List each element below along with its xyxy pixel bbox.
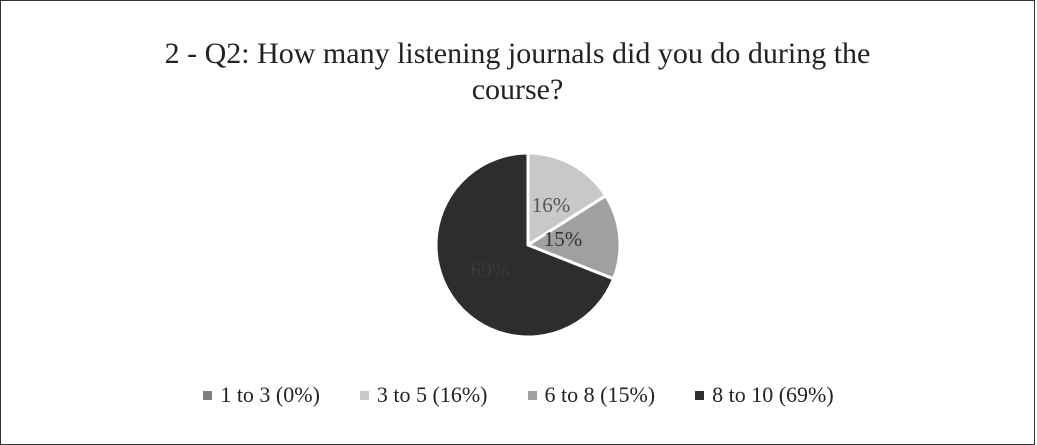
legend-swatch [527,390,537,400]
legend-label: 8 to 10 (69%) [712,382,834,407]
chart-title-line-2: course? [471,73,564,106]
chart-title-line-1: 2 - Q2: How many listening journals did … [164,37,871,70]
legend-label: 3 to 5 (16%) [376,382,488,407]
legend-item-1: 1 to 3 (0%) [203,382,320,408]
pie-slice-2 [526,151,608,248]
legend-label: 1 to 3 (0%) [220,382,320,407]
pie-slice-label-2: 16% [532,193,571,217]
pie-slice-3 [524,193,622,281]
legend-item-2: 3 to 5 (16%) [359,382,488,408]
legend-swatch [203,390,213,400]
pie-chart: 16% 15% 69% [434,151,622,339]
pie-slice-4 [434,151,616,339]
chart-title: 2 - Q2: How many listening journals did … [0,36,1035,108]
chart-legend: 1 to 3 (0%) 3 to 5 (16%) 6 to 8 (15%) 8 to … [0,382,1037,408]
pie-slice-label-4: 69% [471,258,510,282]
pie-slice-label-3: 15% [544,227,583,251]
legend-item-4: 8 to 10 (69%) [695,382,834,408]
legend-item-3: 6 to 8 (15%) [527,382,656,408]
legend-swatch [359,390,369,400]
legend-label: 6 to 8 (15%) [544,382,656,407]
legend-swatch [695,390,705,400]
